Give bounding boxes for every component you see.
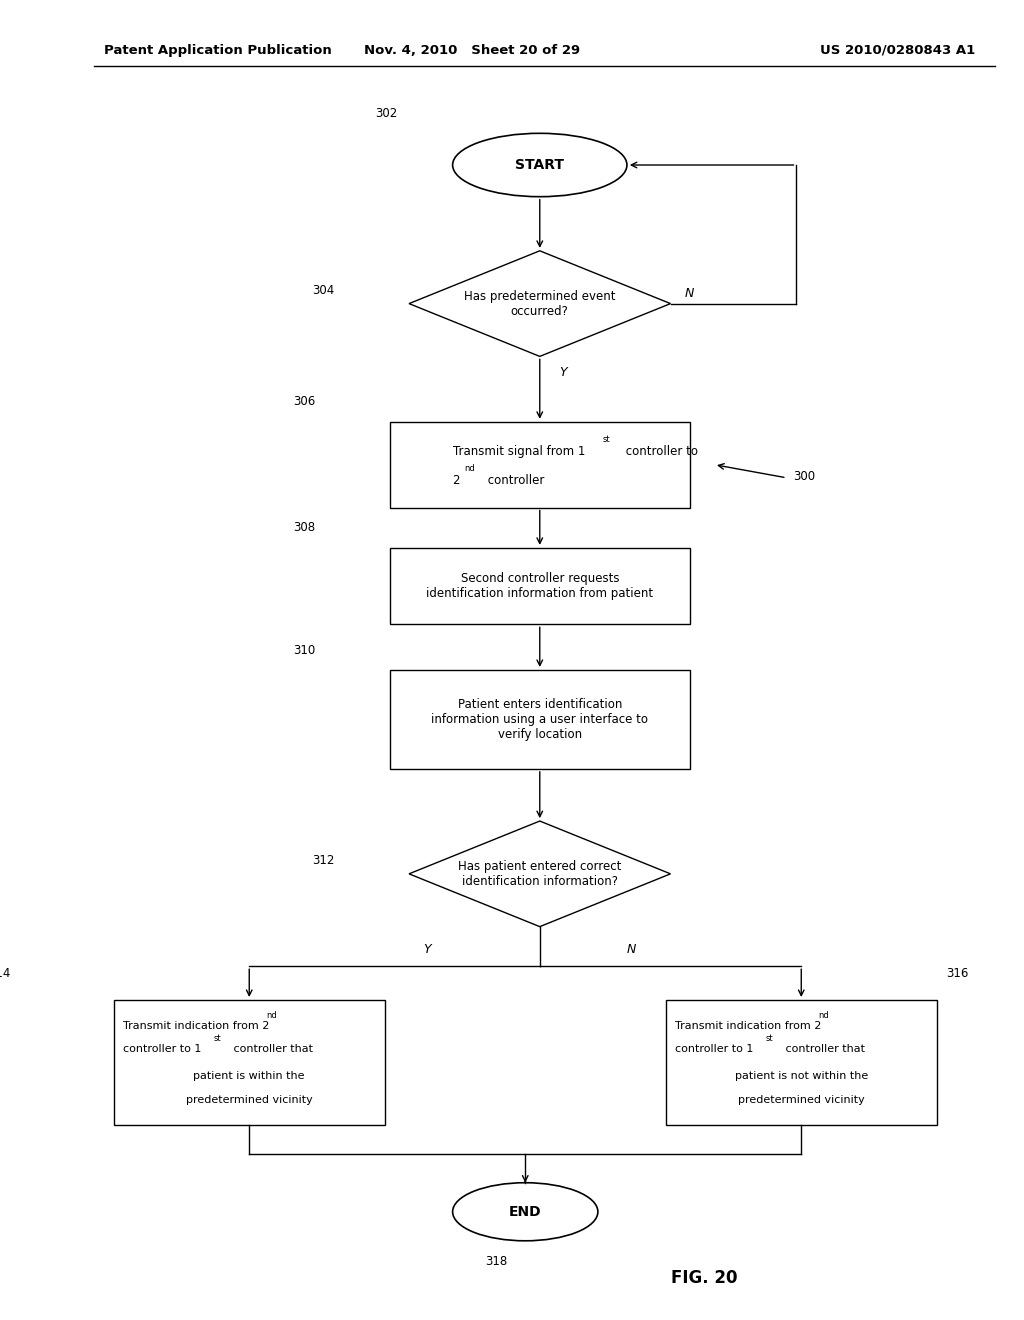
- Text: 314: 314: [0, 968, 10, 979]
- Text: controller to 1: controller to 1: [123, 1044, 202, 1055]
- Text: controller to 1: controller to 1: [676, 1044, 754, 1055]
- Text: 306: 306: [293, 396, 315, 408]
- Text: controller that: controller that: [782, 1044, 865, 1055]
- Text: 308: 308: [293, 521, 315, 535]
- Text: END: END: [509, 1205, 542, 1218]
- Text: predetermined vicinity: predetermined vicinity: [738, 1094, 864, 1105]
- Text: nd: nd: [266, 1011, 278, 1019]
- Text: nd: nd: [819, 1011, 829, 1019]
- Text: controller: controller: [483, 474, 544, 487]
- Text: 316: 316: [946, 968, 969, 979]
- Text: st: st: [765, 1035, 773, 1043]
- Text: N: N: [685, 286, 694, 300]
- Text: Patent Application Publication: Patent Application Publication: [104, 44, 332, 57]
- Text: Transmit indication from 2: Transmit indication from 2: [123, 1020, 269, 1031]
- Text: controller to: controller to: [623, 445, 698, 458]
- Text: st: st: [213, 1035, 221, 1043]
- Text: Has predetermined event
occurred?: Has predetermined event occurred?: [464, 289, 615, 318]
- Text: patient is not within the: patient is not within the: [734, 1071, 868, 1081]
- Text: st: st: [603, 436, 610, 444]
- Text: 304: 304: [312, 284, 335, 297]
- Text: FIG. 20: FIG. 20: [671, 1269, 737, 1287]
- Text: 318: 318: [485, 1254, 507, 1267]
- Text: N: N: [627, 942, 636, 956]
- Text: 2: 2: [453, 474, 460, 487]
- Text: controller that: controller that: [229, 1044, 313, 1055]
- Text: 310: 310: [293, 644, 315, 656]
- Text: START: START: [515, 158, 564, 172]
- Text: Y: Y: [559, 366, 566, 379]
- Text: 312: 312: [312, 854, 335, 867]
- Text: Second controller requests
identification information from patient: Second controller requests identificatio…: [426, 572, 653, 601]
- Text: Has patient entered correct
identification information?: Has patient entered correct identificati…: [458, 859, 622, 888]
- Text: 302: 302: [375, 107, 397, 120]
- Text: nd: nd: [464, 465, 475, 473]
- Text: Transmit indication from 2: Transmit indication from 2: [676, 1020, 821, 1031]
- Text: Patient enters identification
information using a user interface to
verify locat: Patient enters identification informatio…: [431, 698, 648, 741]
- Text: predetermined vicinity: predetermined vicinity: [186, 1094, 312, 1105]
- Text: 300: 300: [794, 470, 816, 483]
- Text: Y: Y: [424, 942, 431, 956]
- Text: Nov. 4, 2010   Sheet 20 of 29: Nov. 4, 2010 Sheet 20 of 29: [364, 44, 580, 57]
- Text: Transmit signal from 1: Transmit signal from 1: [453, 445, 585, 458]
- Text: US 2010/0280843 A1: US 2010/0280843 A1: [820, 44, 976, 57]
- Text: patient is within the: patient is within the: [194, 1071, 305, 1081]
